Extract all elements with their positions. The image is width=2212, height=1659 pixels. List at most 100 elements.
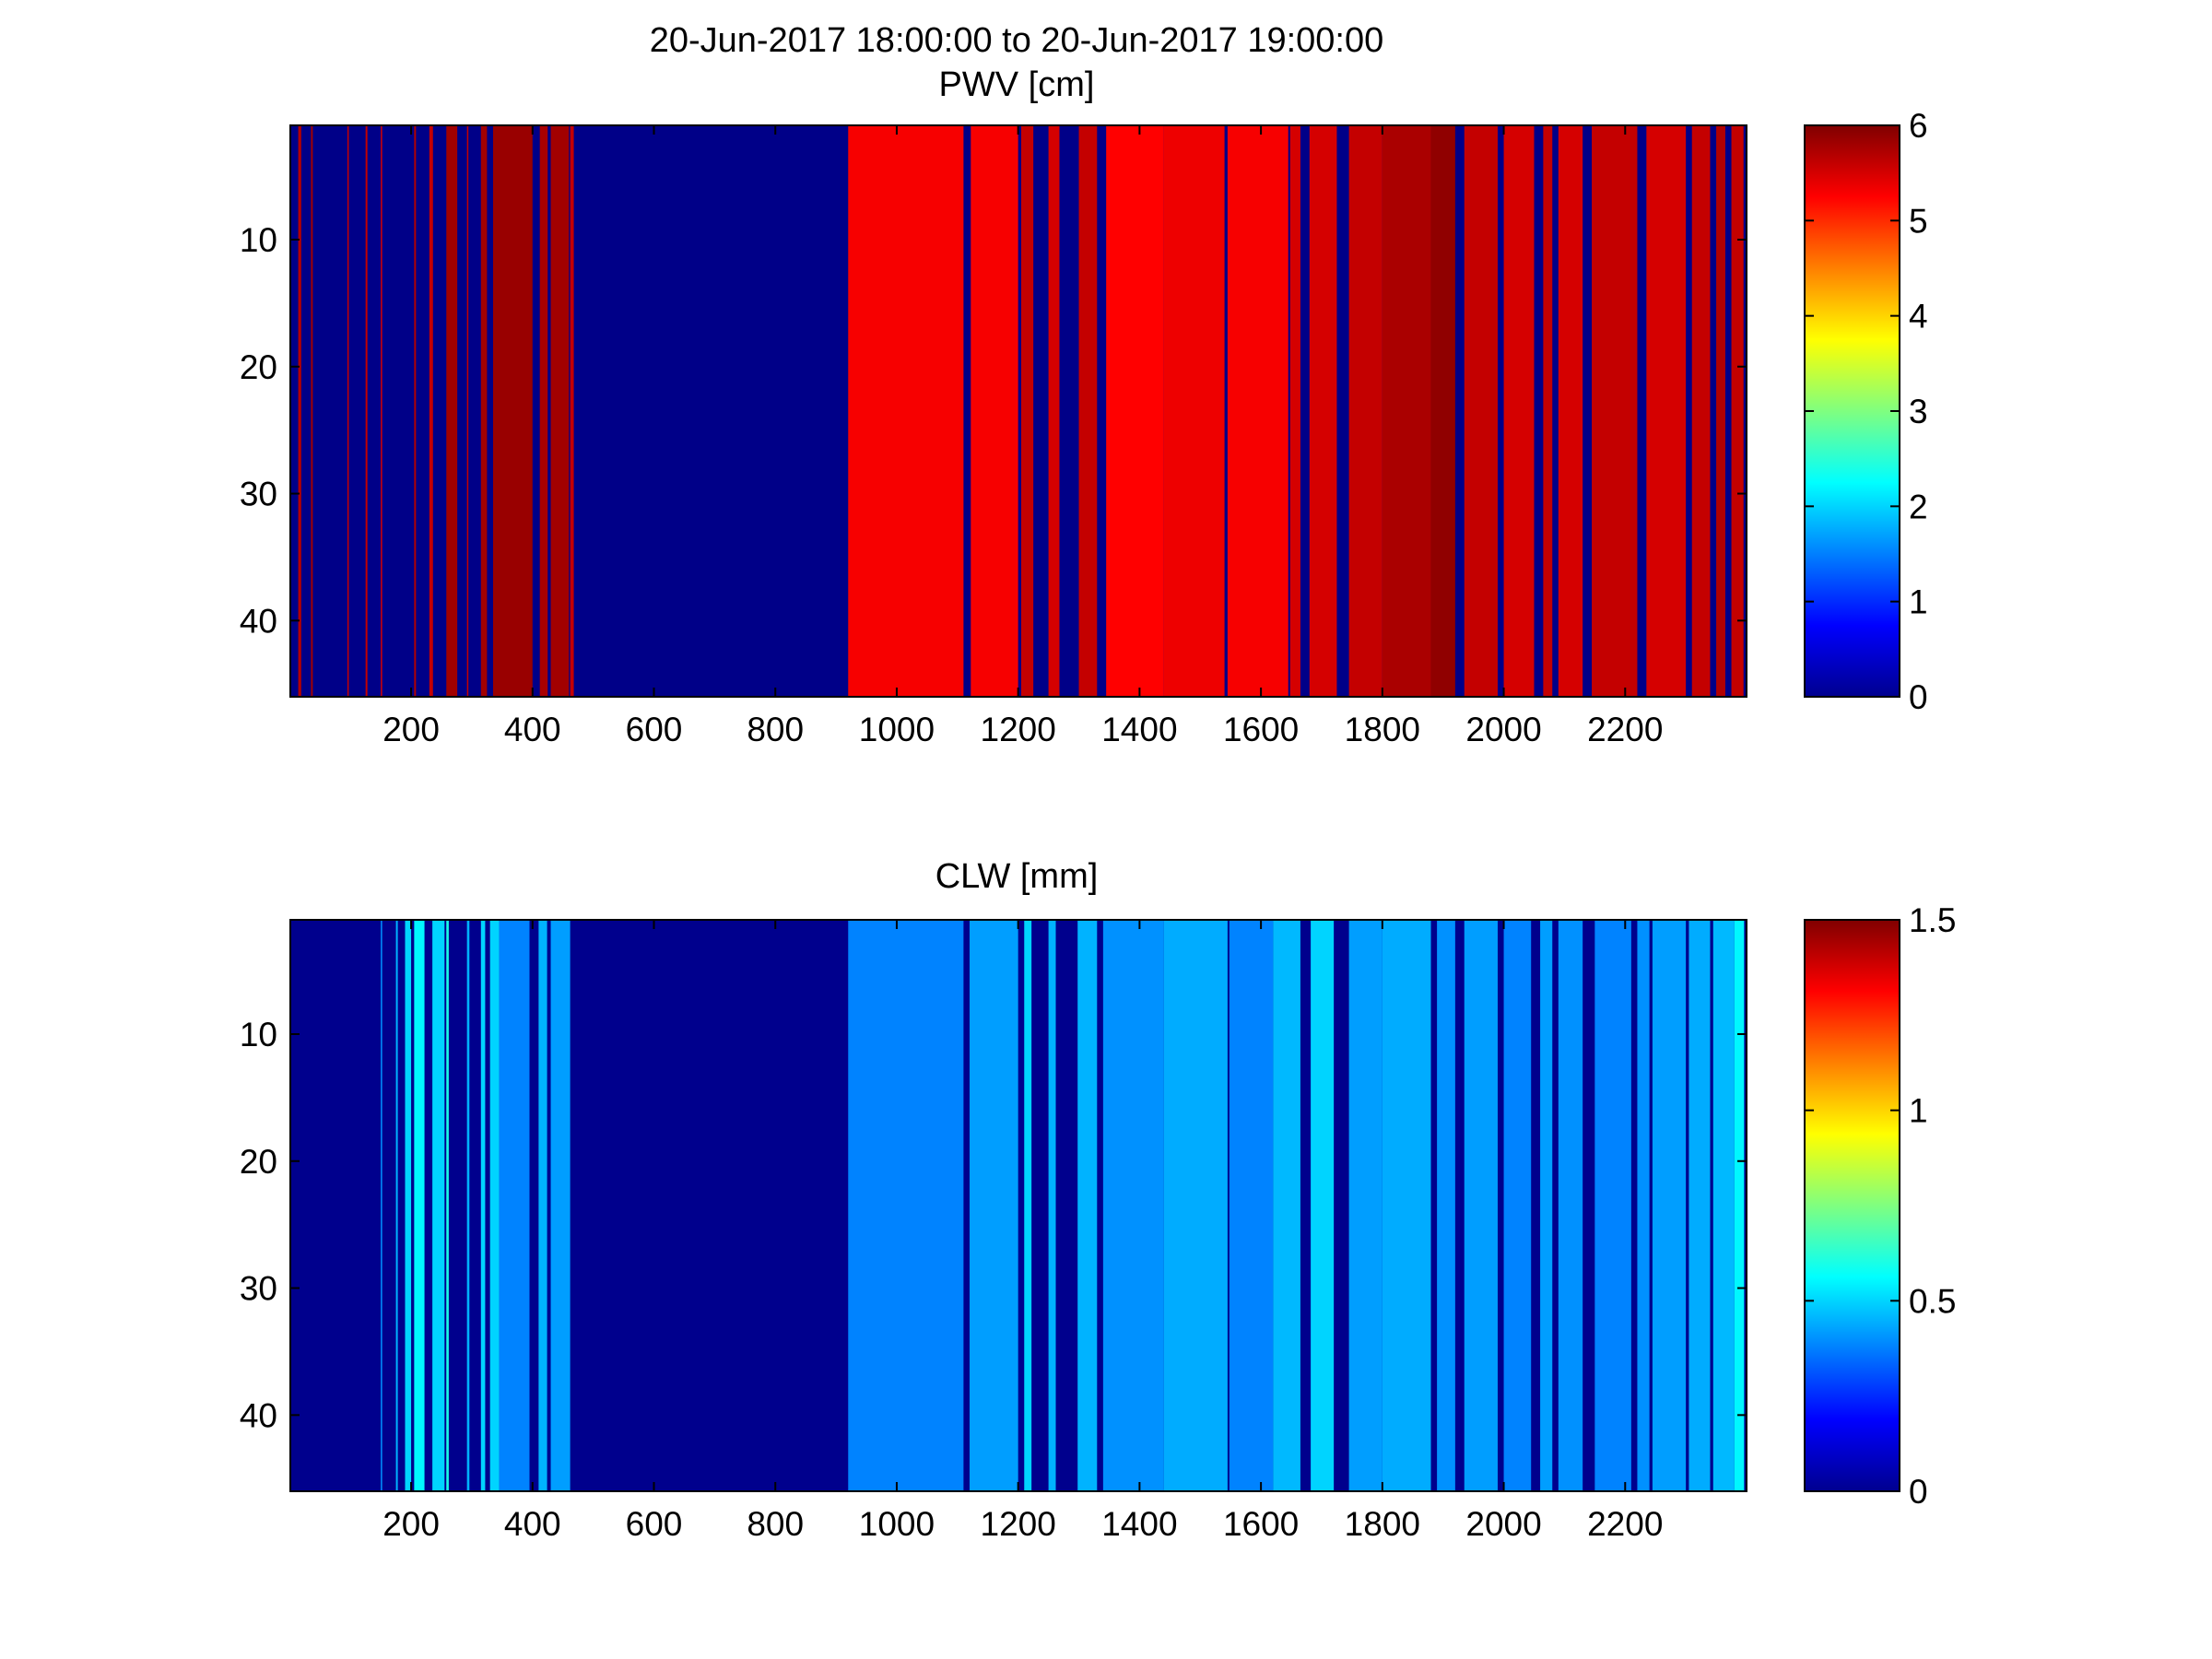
heatmap-band	[1289, 125, 1300, 697]
heatmap-band	[446, 125, 458, 697]
heatmap-band	[1688, 920, 1711, 1491]
heatmap-band	[570, 125, 574, 697]
x-tick-label: 2200	[1587, 1505, 1663, 1543]
heatmap-band	[550, 125, 570, 697]
x-tick-label: 800	[747, 711, 804, 748]
y-tick-label: 20	[240, 348, 277, 386]
heatmap-band	[1464, 920, 1498, 1491]
x-tick-label: 1200	[981, 711, 1056, 748]
x-tick-label: 1400	[1101, 711, 1177, 748]
heatmap-band	[311, 125, 313, 697]
heatmap-band	[365, 125, 368, 697]
pwv-x-axis: 200 400 600 800 1000 1200 1400 1600 1800 2000 2200	[382, 125, 1663, 748]
heatmap-band	[1382, 125, 1431, 697]
heatmap-band	[1048, 125, 1060, 697]
heatmap-band	[539, 125, 548, 697]
x-tick-label: 2000	[1465, 711, 1541, 748]
clw-colorbar	[1804, 919, 1900, 1492]
x-tick-label: 400	[504, 711, 561, 748]
colorbar-tick-label: 4	[1909, 298, 1928, 335]
heatmap-band	[499, 920, 530, 1491]
heatmap-band	[1558, 920, 1583, 1491]
y-tick-label: 40	[240, 1396, 277, 1434]
y-tick-label: 10	[240, 221, 277, 259]
heatmap-band	[1503, 125, 1535, 697]
x-tick-label: 1600	[1223, 711, 1299, 748]
heatmap-band	[1543, 125, 1553, 697]
pwv-title: PWV [cm]	[939, 65, 1095, 104]
heatmap-band	[480, 125, 488, 697]
colorbar-tick-label: 2	[1909, 488, 1928, 525]
heatmap-band	[538, 920, 547, 1491]
heatmap-band	[466, 920, 470, 1491]
colorbar-tick-label: 0	[1909, 678, 1928, 716]
heatmap-band	[1163, 920, 1228, 1491]
colorbar-tick-label: 0	[1909, 1473, 1928, 1511]
x-tick-label: 1400	[1101, 1505, 1177, 1543]
heatmap-band	[347, 125, 349, 697]
x-tick-label: 2200	[1587, 711, 1663, 748]
heatmap-band	[848, 920, 964, 1491]
x-tick-label: 1200	[981, 1505, 1056, 1543]
heatmap-band	[489, 920, 500, 1491]
clw-colorbar-ticks: 0 0.5 1 1.5	[1805, 901, 1956, 1511]
heatmap-band	[1273, 920, 1300, 1491]
colorbar-tick-label: 6	[1909, 107, 1928, 145]
colorbar-tick-label: 0.5	[1909, 1282, 1956, 1320]
heatmap-band	[969, 920, 1018, 1491]
heatmap-band	[1229, 920, 1274, 1491]
heatmap-band	[1382, 920, 1431, 1491]
pwv-panel: PWV [cm] 200 400 600 800 1000 1200 1400 1600 180…	[240, 65, 1928, 748]
clw-panel: CLW [mm] 200 400 600 800 1000 1200 1400 1600 180…	[240, 857, 1957, 1543]
heatmap-band	[1106, 125, 1164, 697]
heatmap-band	[429, 125, 433, 697]
heatmap-band	[1309, 125, 1337, 697]
x-tick-label: 200	[382, 1505, 440, 1543]
heatmap-band	[1691, 125, 1711, 697]
clw-x-axis: 200 400 600 800 1000 1200 1400 1600 1800 2000 2200	[382, 920, 1663, 1543]
heatmap-band	[432, 920, 445, 1491]
y-tick-label: 40	[240, 602, 277, 640]
heatmap-band	[1048, 920, 1056, 1491]
x-tick-label: 1800	[1345, 1505, 1420, 1543]
heatmap-band	[1734, 920, 1745, 1491]
x-tick-label: 200	[382, 711, 440, 748]
heatmap-band	[1077, 920, 1098, 1491]
heatmap-band	[1163, 125, 1225, 697]
heatmap-band	[1503, 920, 1532, 1491]
heatmap-band	[1731, 125, 1744, 697]
x-tick-label: 400	[504, 1505, 561, 1543]
heatmap-band	[381, 920, 382, 1491]
heatmap-band	[971, 125, 1018, 697]
heatmap-band	[381, 125, 382, 697]
heatmap-band	[395, 920, 398, 1491]
heatmap-band	[405, 920, 412, 1491]
heatmap-band	[1712, 920, 1735, 1491]
colorbar-tick-label: 3	[1909, 393, 1928, 430]
heatmap-band	[1540, 920, 1553, 1491]
pwv-y-axis: 10 20 30 40	[240, 221, 1747, 640]
heatmap-band	[1592, 125, 1638, 697]
heatmap-band	[492, 125, 533, 697]
heatmap-band	[480, 920, 486, 1491]
heatmap-band	[1437, 920, 1455, 1491]
heatmap-band	[298, 125, 301, 697]
colorbar-tick-label: 5	[1909, 202, 1928, 240]
heatmap-band	[1430, 125, 1455, 697]
pwv-colorbar-ticks: 0 1 2 3 4 5 6	[1805, 107, 1928, 716]
y-tick-label: 20	[240, 1143, 277, 1181]
x-tick-label: 1600	[1223, 1505, 1299, 1543]
colorbar-tick-label: 1	[1909, 1092, 1928, 1130]
heatmap-band	[1348, 920, 1382, 1491]
x-tick-label: 600	[626, 711, 683, 748]
y-tick-label: 30	[240, 476, 277, 513]
x-tick-label: 2000	[1465, 1505, 1541, 1543]
x-tick-label: 600	[626, 1505, 683, 1543]
y-tick-label: 30	[240, 1270, 277, 1308]
heatmap-band	[1311, 920, 1335, 1491]
heatmap-band	[1652, 920, 1687, 1491]
figure-title: 20-Jun-2017 18:00:00 to 20-Jun-2017 19:0…	[650, 21, 1384, 60]
colorbar-tick-label: 1	[1909, 583, 1928, 621]
colorbar-tick-label: 1.5	[1909, 901, 1956, 939]
